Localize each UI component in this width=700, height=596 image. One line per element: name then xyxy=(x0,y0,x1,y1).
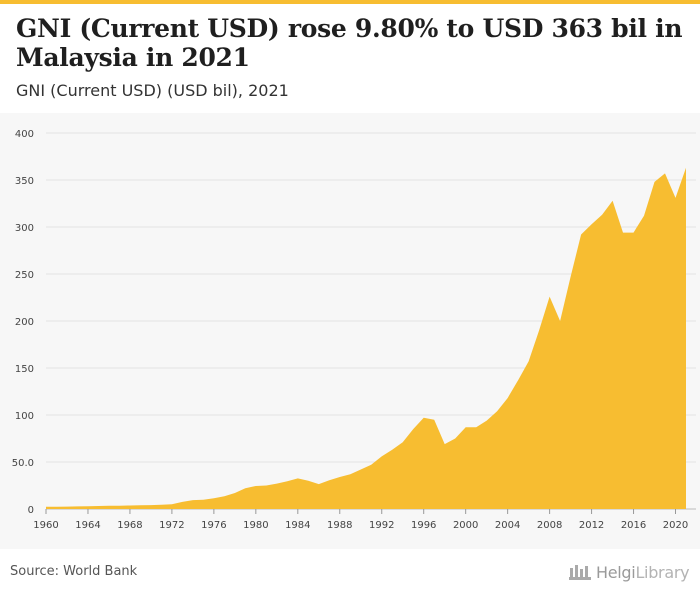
helgi-library-logo: HelgiLibrary xyxy=(568,560,692,584)
x-tick-label: 1968 xyxy=(117,520,142,531)
x-tick-label: 1960 xyxy=(33,520,58,531)
x-tick-label: 2004 xyxy=(495,520,520,531)
x-tick-label: 2012 xyxy=(579,520,604,531)
accent-bar xyxy=(0,0,700,4)
series-area xyxy=(46,167,686,510)
chart-subtitle: GNI (Current USD) (USD bil), 2021 xyxy=(16,81,289,100)
x-tick-label: 1980 xyxy=(243,520,268,531)
library-icon xyxy=(569,565,591,580)
x-tick-label: 1964 xyxy=(75,520,100,531)
logo-suffix: Library xyxy=(635,562,690,582)
x-tick-label: 2000 xyxy=(453,520,478,531)
y-tick-label: 250 xyxy=(15,270,34,281)
y-tick-label: 300 xyxy=(15,223,34,234)
source-note: Source: World Bank xyxy=(10,564,138,579)
x-tick-label: 2008 xyxy=(537,520,562,531)
y-tick-label: 150 xyxy=(15,364,34,375)
y-tick-label: 0 xyxy=(28,505,34,516)
x-tick-label: 1992 xyxy=(369,520,394,531)
y-tick-label: 200 xyxy=(15,317,34,328)
chart-title: GNI (Current USD) rose 9.80% to USD 363 … xyxy=(16,14,683,72)
y-tick-label: 400 xyxy=(15,129,34,140)
x-tick-label: 2016 xyxy=(621,520,646,531)
area-chart: 0 50.0 100 150 200 250 300 350 400 1960 1964 1968 19… xyxy=(12,129,696,531)
x-tick-label: 2020 xyxy=(663,520,688,531)
x-tick-label: 1988 xyxy=(327,520,352,531)
x-tick-label: 1984 xyxy=(285,520,310,531)
x-tick-label: 1996 xyxy=(411,520,436,531)
y-tick-label: 350 xyxy=(15,176,34,187)
y-tick-label: 100 xyxy=(15,411,34,422)
x-tick-label: 1976 xyxy=(201,520,226,531)
y-tick-label: 50.0 xyxy=(12,458,34,469)
x-tick-label: 1972 xyxy=(159,520,184,531)
logo-brand: Helgi xyxy=(596,562,636,582)
